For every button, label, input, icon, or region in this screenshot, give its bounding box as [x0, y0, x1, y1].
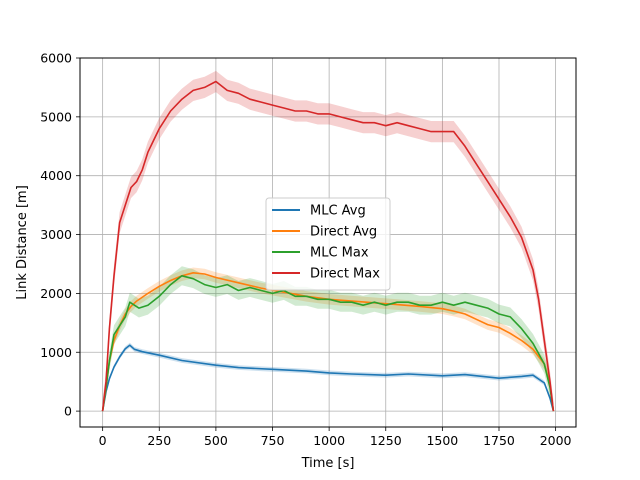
- x-tick-label: 1750: [483, 433, 515, 448]
- x-tick-label: 750: [261, 433, 285, 448]
- mlc-avg-line: [101, 344, 555, 412]
- y-axis-label: Link Distance [m]: [15, 185, 30, 300]
- x-tick-label: 2000: [540, 433, 572, 448]
- x-tick-label: 500: [204, 433, 228, 448]
- x-tick-label: 250: [147, 433, 171, 448]
- x-tick-label: 1500: [426, 433, 458, 448]
- direct-avg-line: [101, 271, 555, 412]
- y-tick-label: 5000: [40, 109, 72, 124]
- direct-avg-legend-label: Direct Avg: [310, 225, 377, 240]
- y-tick-label: 3000: [40, 227, 72, 242]
- mlc-avg-legend-label: MLC Avg: [310, 204, 366, 219]
- axis-ticks: 0 250 500 750 1000 1250 1500 1750 2000 0 1000 2000 3…: [40, 51, 571, 449]
- y-tick-label: 0: [64, 404, 72, 419]
- mlc-avg-band: [102, 342, 554, 412]
- y-tick-label: 2000: [40, 286, 72, 301]
- x-tick-label: 1250: [370, 433, 402, 448]
- y-tick-label: 6000: [40, 51, 72, 66]
- mlc-max-legend-label: MLC Max: [310, 246, 369, 261]
- direct-max-legend-label: Direct Max: [310, 267, 380, 282]
- legend-box: [265, 197, 391, 291]
- direct-max-line: [101, 80, 555, 412]
- mlc-max-line: [101, 274, 555, 412]
- y-tick-label: 1000: [40, 345, 72, 360]
- series-lines: [101, 80, 555, 412]
- x-tick-label: 1000: [313, 433, 345, 448]
- y-tick-label: 4000: [40, 168, 72, 183]
- x-tick-label: 0: [99, 433, 107, 448]
- plot-frame: [79, 57, 577, 428]
- x-axis-label: Time [s]: [301, 456, 355, 471]
- legend: MLC Avg Direct Avg MLC Max Direct Max: [265, 197, 391, 291]
